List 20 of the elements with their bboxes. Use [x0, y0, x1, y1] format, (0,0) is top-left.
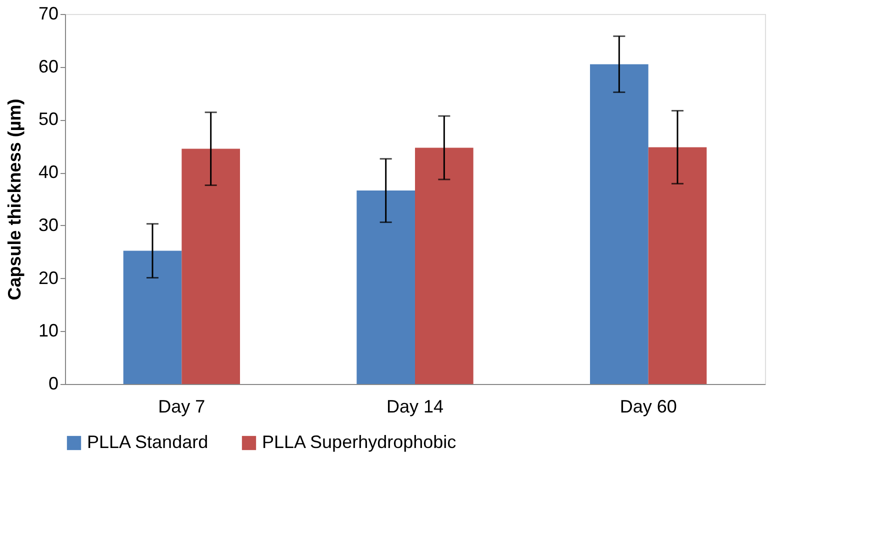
bar [356, 190, 415, 384]
x-tick-label: Day 7 [158, 396, 206, 416]
legend-label: PLLA Superhydrophobic [262, 432, 456, 452]
bar [590, 64, 648, 384]
bar [415, 148, 474, 384]
y-tick-label: 70 [38, 4, 58, 24]
y-tick-label: 0 [48, 374, 58, 394]
y-axis-title: Capsule thickness (µm) [4, 98, 24, 300]
bar [123, 250, 182, 384]
y-tick-label: 20 [38, 268, 58, 288]
y-tick-label: 50 [38, 109, 58, 130]
legend-label: PLLA Standard [87, 432, 208, 452]
bar [648, 147, 707, 384]
y-tick-label: 60 [38, 56, 58, 76]
x-tick-label: Day 14 [386, 396, 444, 416]
x-tick-label: Day 60 [620, 396, 677, 416]
bar [182, 148, 240, 384]
y-tick-label: 10 [38, 320, 58, 341]
y-tick-label: 40 [38, 162, 58, 182]
y-tick-label: 30 [38, 214, 58, 235]
